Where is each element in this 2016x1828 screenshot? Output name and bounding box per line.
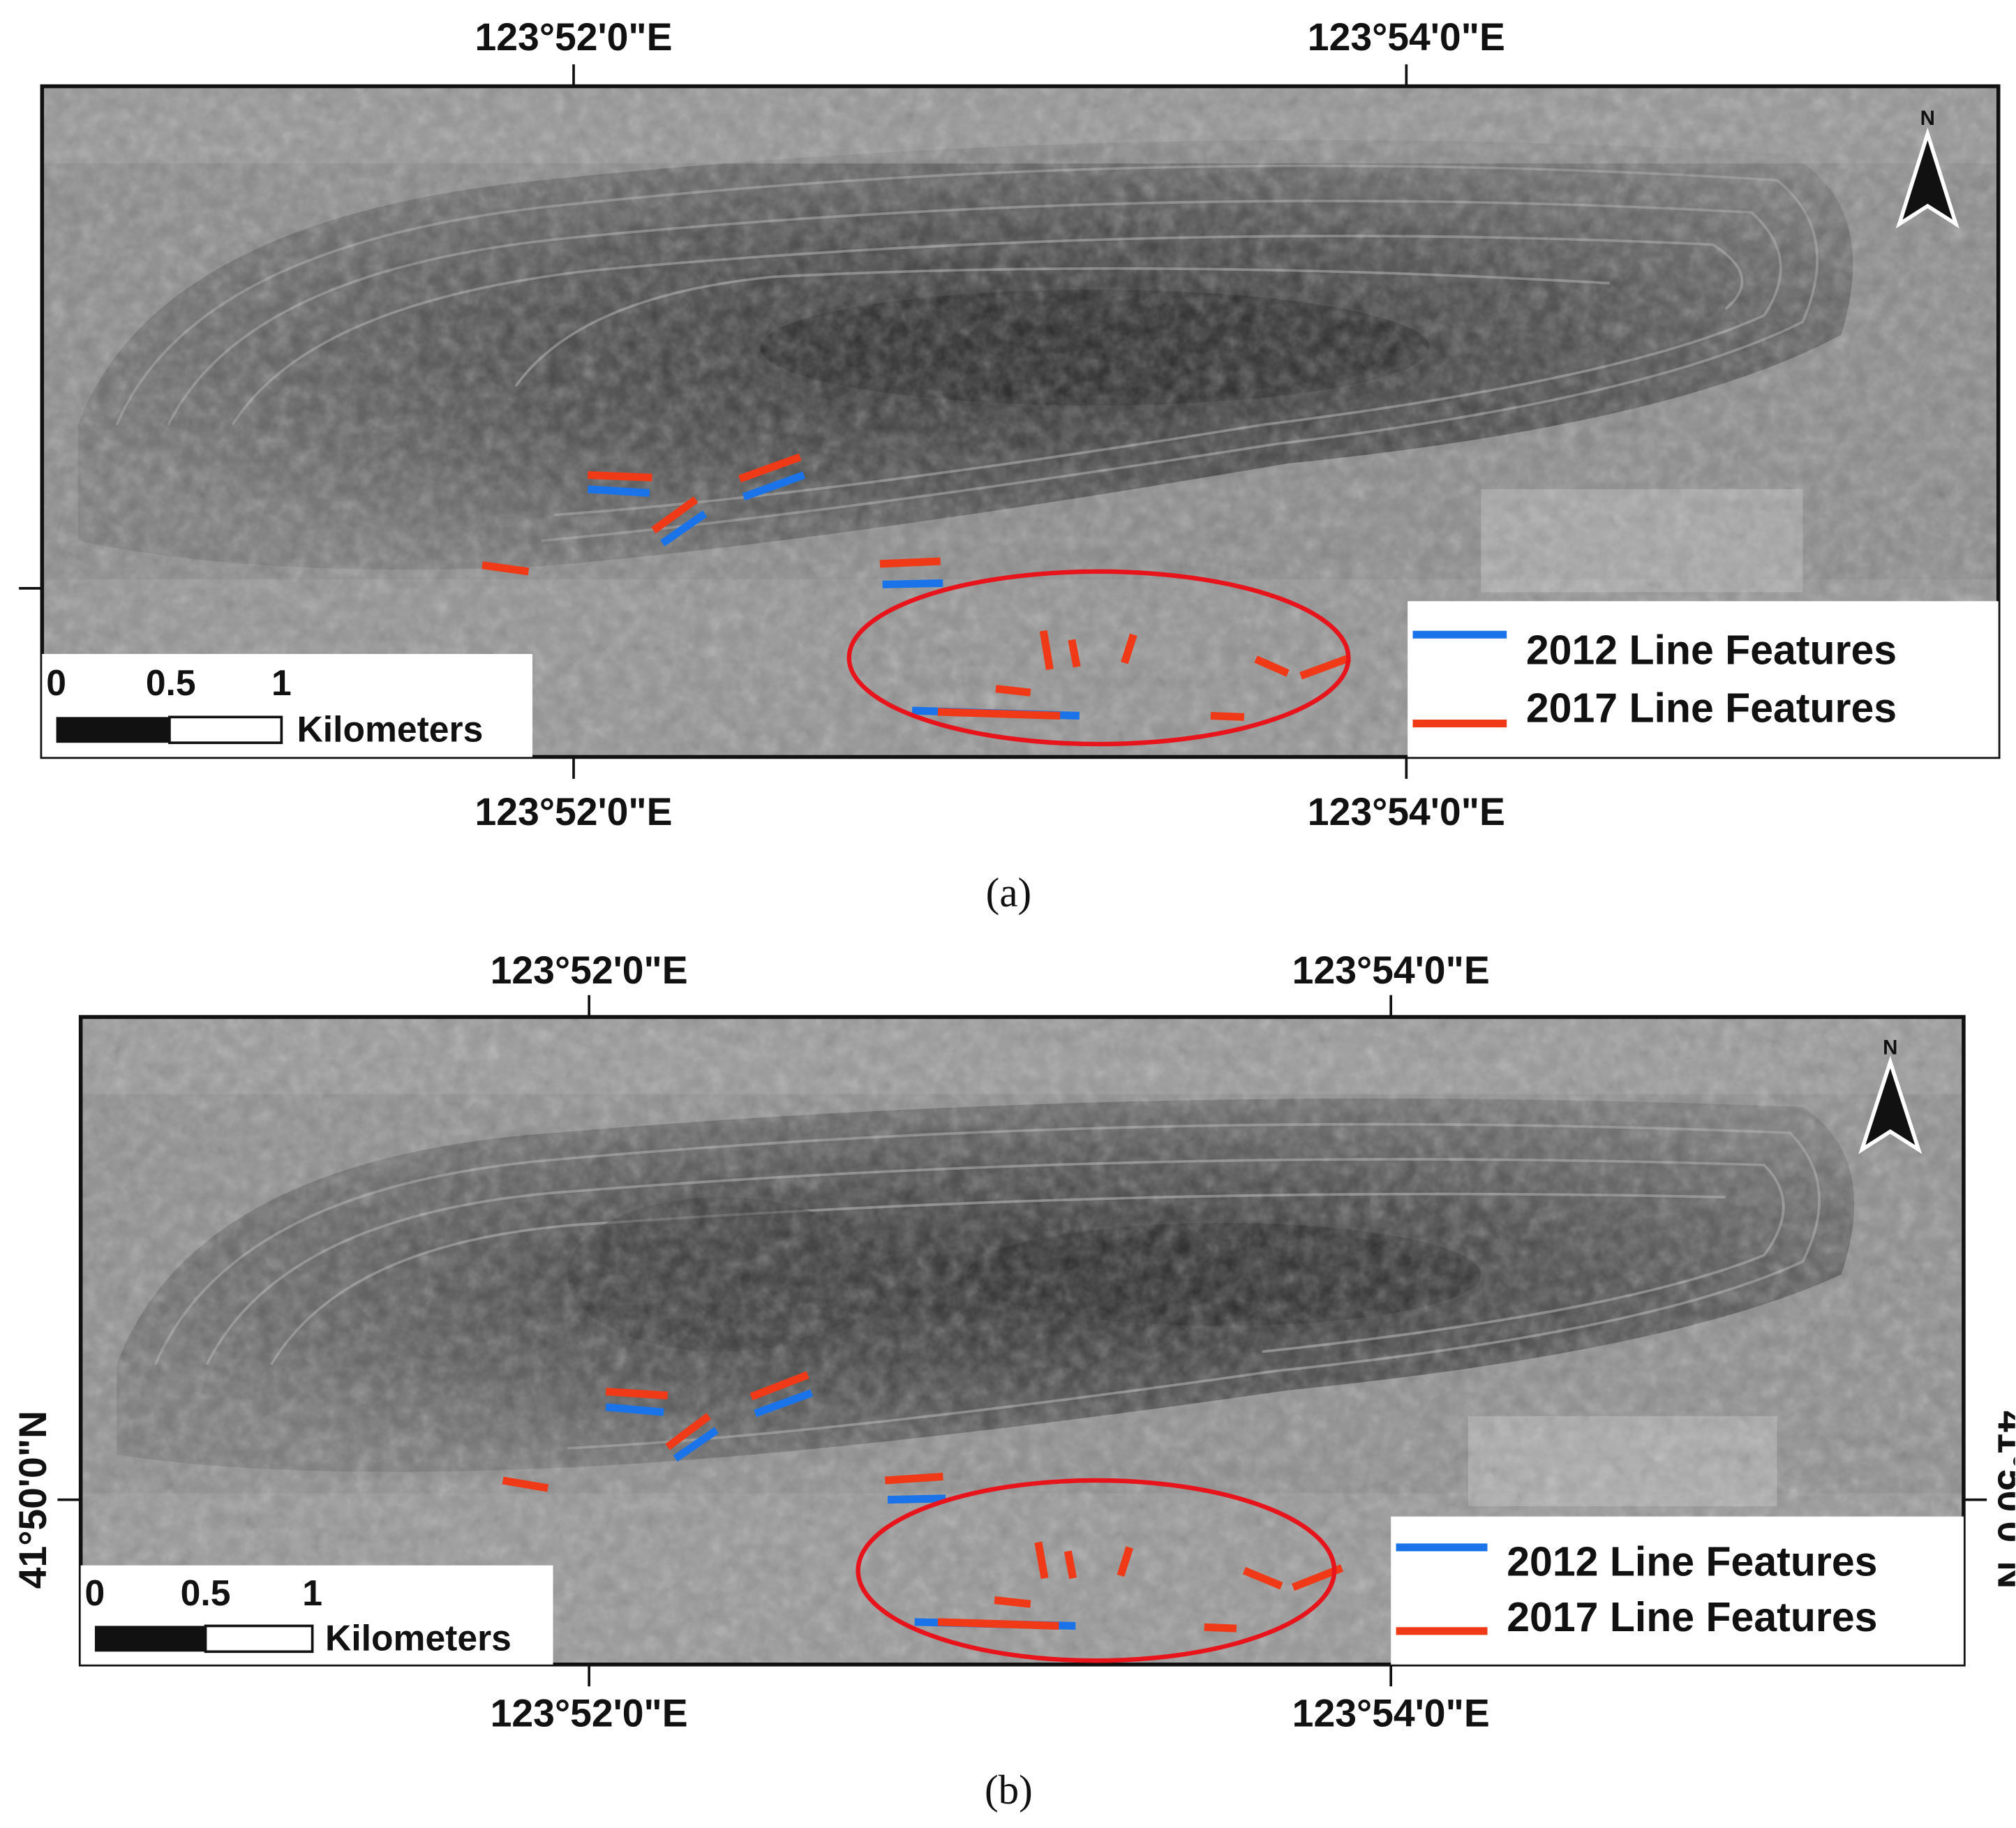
line-features-b: [502, 1371, 1344, 1633]
line-2012: [660, 510, 708, 547]
scale-seg: [168, 715, 283, 745]
north-arrow: [1895, 127, 1959, 229]
line-2017: [994, 1596, 1031, 1608]
line-2017: [1068, 639, 1081, 668]
lon-label: 123°52'0"E: [491, 949, 688, 992]
line-2017: [995, 685, 1031, 697]
line-2012: [887, 1494, 946, 1504]
line-features-a: [481, 453, 1352, 721]
imagery-b: [80, 1017, 1964, 1665]
line-2012: [742, 471, 806, 501]
line-2017: [651, 496, 699, 534]
legend-label: 2012 Line Features: [1526, 627, 1897, 674]
line-2017: [1299, 654, 1352, 680]
line-2012: [882, 579, 943, 588]
legend-label: 2017 Line Features: [1526, 685, 1897, 731]
scale-label: 1: [271, 662, 292, 703]
scale-bar-a: 0 0.5 1 Kilometers: [42, 653, 533, 757]
legend-label: 2012 Line Features: [1507, 1539, 1877, 1585]
lon-label: 123°52'0"E: [475, 15, 673, 59]
lon-label: 123°54'0"E: [1292, 949, 1490, 992]
lon-label: 123°54'0"E: [1308, 15, 1505, 59]
scale-seg: [94, 1626, 206, 1652]
scale-bar-b: 0 0.5 1 Kilometers: [80, 1565, 553, 1665]
line-2017: [879, 557, 941, 568]
lat-label: 41°50'0"N: [11, 1411, 54, 1589]
frame-a: [40, 84, 2001, 759]
scale-label: 0: [46, 662, 66, 703]
line-2012: [754, 1389, 814, 1418]
lon-label: 123°54'0"E: [1308, 790, 1505, 833]
line-2017: [738, 453, 802, 483]
north-arrow-b: N: [1858, 1036, 1922, 1154]
line-2017: [502, 1476, 549, 1492]
scale-label: 0.5: [146, 662, 196, 703]
line-2012: [587, 485, 650, 497]
line-2012: [673, 1427, 719, 1462]
line-2017: [1063, 1550, 1077, 1580]
legend-box: [1408, 601, 1999, 757]
north-label: N: [1920, 107, 1935, 130]
lat-label: 41°50'0"N: [1990, 1411, 2016, 1589]
line-2017: [1210, 711, 1245, 721]
caption: (b): [985, 1767, 1033, 1813]
north-label: N: [1883, 1036, 1897, 1060]
line-2017: [1117, 1546, 1134, 1577]
north-arrow-a: N: [1895, 107, 1959, 229]
scale-unit: Kilometers: [297, 708, 483, 749]
line-2012: [605, 1403, 664, 1416]
line-2017: [605, 1388, 669, 1399]
line-2017: [1039, 630, 1054, 670]
line-2017: [1034, 1541, 1049, 1580]
scale-seg: [56, 717, 170, 743]
highlight-ellipse: [856, 1478, 1337, 1663]
north-arrow: [1858, 1055, 1922, 1154]
scale-unit: Kilometers: [325, 1617, 512, 1658]
frame-b: [78, 1015, 1966, 1667]
lon-label: 123°54'0"E: [1292, 1691, 1490, 1734]
legend-box: [1391, 1516, 1964, 1665]
lon-label: 123°52'0"E: [475, 790, 673, 833]
line-2017: [665, 1413, 712, 1450]
line-2017: [937, 1618, 1059, 1630]
line-2017: [749, 1371, 809, 1401]
scale-label: 0.5: [181, 1573, 231, 1613]
line-2017: [1242, 1567, 1283, 1590]
lon-label: 123°52'0"E: [491, 1691, 688, 1734]
highlight-ellipse: [846, 569, 1351, 747]
line-2017: [1254, 655, 1290, 677]
caption: (a): [986, 869, 1031, 915]
line-2017: [884, 1472, 943, 1485]
scale-label: 1: [302, 1573, 322, 1613]
line-2017: [1121, 633, 1137, 664]
line-2017: [1204, 1623, 1237, 1633]
line-2017: [481, 561, 530, 576]
scale-label: 0: [85, 1573, 105, 1613]
line-2017: [937, 708, 1061, 720]
scale-seg: [204, 1624, 314, 1654]
line-2017: [588, 471, 652, 482]
legend-label: 2017 Line Features: [1507, 1594, 1877, 1640]
legend-a: 2012 Line Features 2017 Line Features: [1408, 601, 1999, 757]
legend-b: 2012 Line Features 2017 Line Features: [1391, 1516, 1964, 1665]
